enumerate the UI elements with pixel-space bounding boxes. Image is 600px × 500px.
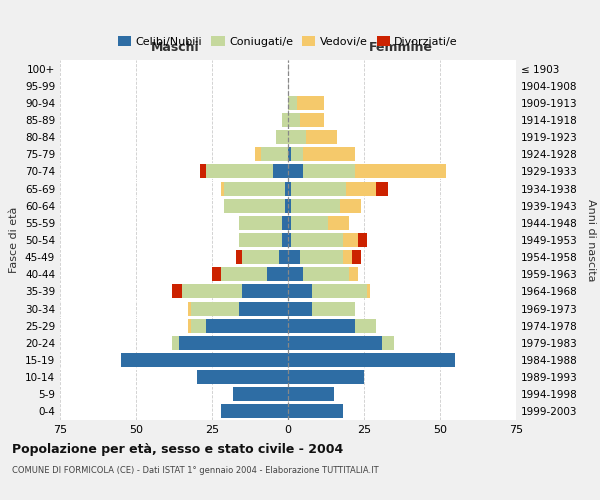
Bar [288,284,313,298]
Bar [282,113,288,127]
Bar [172,336,179,350]
Bar [239,216,282,230]
Bar [288,216,291,230]
Bar [313,284,367,298]
Bar [279,250,288,264]
Bar [346,182,376,196]
Y-axis label: Anni di nascita: Anni di nascita [586,198,596,281]
Bar [233,388,288,402]
Bar [291,182,346,196]
Bar [200,164,206,178]
Bar [212,268,221,281]
Bar [239,302,288,316]
Bar [355,318,376,332]
Bar [224,182,285,196]
Bar [288,198,291,212]
Bar [282,233,288,247]
Bar [303,164,355,178]
Text: Femmine: Femmine [368,41,433,54]
Bar [288,336,382,350]
Bar [352,250,361,264]
Bar [288,370,364,384]
Bar [303,268,349,281]
Bar [288,302,313,316]
Legend: Celibi/Nubili, Coniugati/e, Vedovi/e, Divorziati/e: Celibi/Nubili, Coniugati/e, Vedovi/e, Di… [113,32,463,51]
Bar [343,250,352,264]
Bar [172,284,182,298]
Bar [297,96,325,110]
Bar [313,302,355,316]
Bar [242,250,279,264]
Bar [343,233,358,247]
Bar [276,130,288,144]
Bar [197,370,288,384]
Bar [273,164,288,178]
Bar [188,318,191,332]
Bar [221,268,267,281]
Bar [340,198,361,212]
Bar [300,250,343,264]
Bar [349,268,358,281]
Bar [288,182,291,196]
Bar [288,353,455,367]
Bar [236,250,242,264]
Bar [291,233,343,247]
Bar [328,216,349,230]
Y-axis label: Fasce di età: Fasce di età [10,207,19,273]
Text: Maschi: Maschi [151,41,200,54]
Bar [288,130,306,144]
Bar [288,318,355,332]
Bar [288,96,297,110]
Text: Popolazione per età, sesso e stato civile - 2004: Popolazione per età, sesso e stato civil… [12,442,343,456]
Bar [358,233,367,247]
Bar [242,284,288,298]
Bar [288,113,300,127]
Bar [291,148,303,162]
Bar [260,148,288,162]
Bar [221,404,288,418]
Bar [303,148,355,162]
Bar [288,233,291,247]
Bar [288,388,334,402]
Bar [182,284,242,298]
Bar [282,216,288,230]
Bar [291,198,340,212]
Bar [288,164,303,178]
Bar [191,318,206,332]
Bar [254,148,260,162]
Bar [267,268,288,281]
Bar [188,302,191,316]
Bar [224,198,285,212]
Bar [191,302,239,316]
Bar [376,182,388,196]
Bar [288,404,343,418]
Bar [285,198,288,212]
Bar [288,268,303,281]
Text: COMUNE DI FORMICOLA (CE) - Dati ISTAT 1° gennaio 2004 - Elaborazione TUTTITALIA.: COMUNE DI FORMICOLA (CE) - Dati ISTAT 1°… [12,466,379,475]
Bar [206,164,273,178]
Bar [221,182,224,196]
Bar [355,164,446,178]
Bar [288,148,291,162]
Bar [306,130,337,144]
Bar [239,233,282,247]
Bar [300,113,325,127]
Bar [382,336,394,350]
Bar [285,182,288,196]
Bar [179,336,288,350]
Bar [206,318,288,332]
Bar [288,250,300,264]
Bar [291,216,328,230]
Bar [121,353,288,367]
Bar [367,284,370,298]
